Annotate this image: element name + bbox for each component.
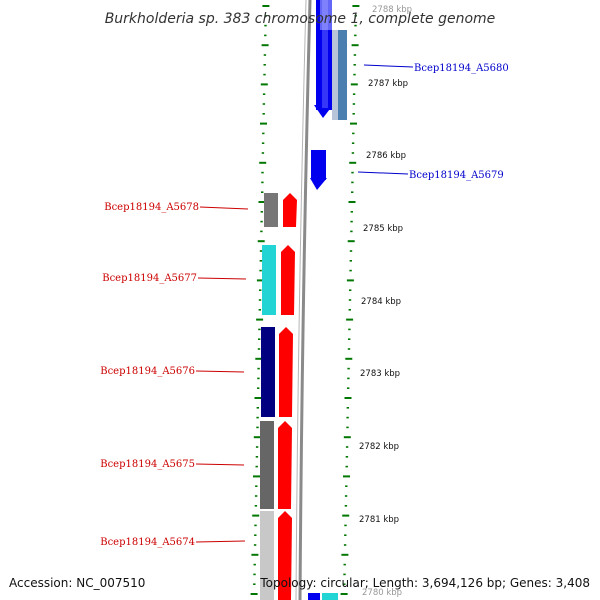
gene-a5680-arrow bbox=[314, 105, 333, 118]
tick-label-2787: 2787 kbp bbox=[368, 79, 408, 89]
gene-a5680-shade bbox=[320, 0, 332, 30]
gene-label-a5680[interactable]: Bcep18194_A5680 bbox=[414, 63, 509, 74]
gene-label-a5678[interactable]: Bcep18194_A5678 bbox=[104, 202, 199, 213]
gene-a5676-body[interactable] bbox=[279, 327, 293, 417]
leader-a5674 bbox=[195, 540, 246, 543]
gene-a5675-body[interactable] bbox=[278, 421, 292, 509]
gene-a5675-cog bbox=[260, 421, 274, 509]
gene-partial-bottom-cyan bbox=[322, 593, 338, 600]
gene-a5680-highlight bbox=[322, 0, 328, 108]
backbone-outer bbox=[298, 0, 312, 600]
gene-a5679-arrow bbox=[310, 178, 327, 190]
leader-a5675 bbox=[195, 463, 245, 466]
gene-label-a5675[interactable]: Bcep18194_A5675 bbox=[100, 459, 195, 470]
gene-a5677-body[interactable] bbox=[281, 245, 295, 315]
tick-label-2784: 2784 kbp bbox=[361, 297, 401, 307]
gene-a5677-cog bbox=[262, 245, 276, 315]
gene-a5678-body[interactable] bbox=[283, 193, 297, 227]
gene-a5680-cog-light bbox=[332, 30, 340, 120]
leader-a5680 bbox=[363, 64, 414, 68]
tick-label-2780: 2780 kbp bbox=[362, 588, 402, 598]
leader-a5678 bbox=[199, 206, 249, 210]
gene-label-a5674[interactable]: Bcep18194_A5674 bbox=[100, 537, 195, 548]
tick-label-2782: 2782 kbp bbox=[359, 442, 399, 452]
accession-text: Accession: NC_007510 bbox=[9, 576, 145, 590]
gene-label-a5679[interactable]: Bcep18194_A5679 bbox=[409, 170, 504, 181]
leader-a5679 bbox=[357, 171, 409, 175]
gene-a5680-cog bbox=[338, 30, 347, 120]
tick-label-2783: 2783 kbp bbox=[360, 369, 400, 379]
gene-a5674-body[interactable] bbox=[278, 511, 292, 600]
tick-label-2786: 2786 kbp bbox=[366, 151, 406, 161]
gene-a5679-body[interactable] bbox=[311, 150, 326, 180]
map-title: Burkholderia sp. 383 chromosome 1, compl… bbox=[105, 11, 496, 27]
gene-a5674-cog bbox=[260, 511, 274, 600]
topology-text: Topology: circular; Length: 3,694,126 bp… bbox=[259, 576, 590, 590]
right-tick-rail bbox=[340, 5, 360, 595]
leader-a5677 bbox=[197, 277, 247, 280]
leader-a5676 bbox=[195, 370, 245, 373]
gene-a5676-cog bbox=[261, 327, 275, 417]
gene-label-a5676[interactable]: Bcep18194_A5676 bbox=[100, 366, 195, 377]
gene-a5678-cog bbox=[264, 193, 278, 227]
tick-label-2785: 2785 kbp bbox=[363, 224, 403, 234]
tick-label-2781: 2781 kbp bbox=[359, 515, 399, 525]
tick-label-2788: 2788 kbp bbox=[372, 5, 412, 15]
gene-partial-bottom-blue bbox=[308, 593, 320, 600]
gene-label-a5677[interactable]: Bcep18194_A5677 bbox=[102, 273, 197, 284]
backbone-inner bbox=[295, 0, 307, 600]
